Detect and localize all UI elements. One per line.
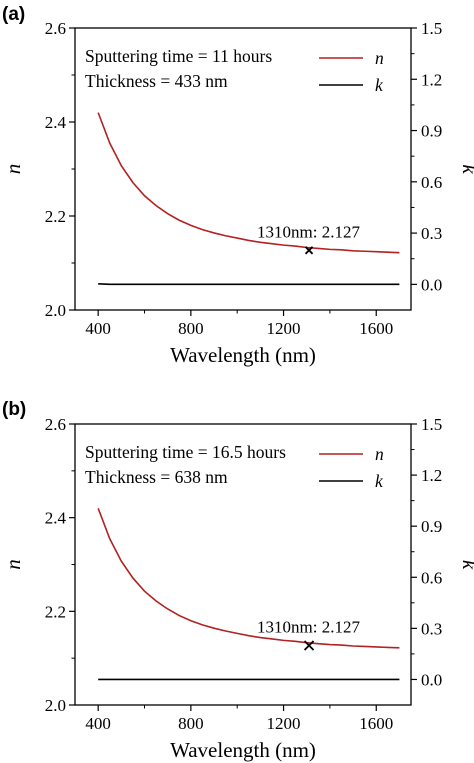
legend-label-k: k [375,471,384,491]
legend-label-n: n [375,444,384,464]
x-axis-title: Wavelength (nm) [170,738,316,762]
x-axis-title: Wavelength (nm) [170,343,316,367]
data-annotation: 1310nm: 2.127 [257,618,360,637]
y-right-tick-label: 0.0 [421,670,442,689]
x-tick-label: 1200 [267,714,301,733]
y-left-tick-label: 2.0 [45,301,66,320]
y-right-tick-label: 0.9 [421,122,442,141]
x-tick-label: 1600 [359,714,393,733]
y-left-tick-label: 2.2 [45,602,66,621]
x-tick-label: 1600 [359,319,393,338]
y-right-tick-label: 1.5 [421,415,442,434]
marker-stroke [304,246,314,255]
x-tick-label: 400 [85,714,111,733]
legend-label-n: n [375,48,384,68]
y-right-tick-label: 0.0 [421,275,442,294]
y-left-axis-title: n [1,559,25,570]
y-left-tick-label: 2.6 [45,415,66,434]
x-tick-label: 800 [178,714,204,733]
y-right-tick-label: 0.9 [421,517,442,536]
chart-panel-b: (b) 400 800 1200 1600 2.0 2.2 2.4 2.6 0.0 0.3 0.6 0.… [1,399,474,762]
y-left-tick-label: 2.4 [45,113,67,132]
y-right-tick-label: 0.3 [421,619,442,638]
y-right-tick-label: 0.6 [421,173,442,192]
y-right-tick-label: 1.2 [421,466,442,485]
series-line-k [98,283,400,286]
marker-stroke [303,640,315,651]
y-left-tick-label: 2.0 [45,696,66,715]
info-text: Thickness = 638 nm [85,467,228,487]
x-tick-label: 800 [178,319,204,338]
series-line-n [97,112,400,254]
data-point-marker [303,640,315,651]
panel-label: (b) [2,399,26,420]
info-text: Sputtering time = 11 hours [85,46,272,66]
y-left-tick-label: 2.6 [45,19,66,38]
info-text: Thickness = 433 nm [85,71,228,91]
y-right-axis-title: k [458,560,474,570]
y-right-axis-title: k [458,164,474,174]
y-left-tick-label: 2.4 [45,509,67,528]
info-text: Sputtering time = 16.5 hours [85,442,286,462]
x-tick-label: 400 [85,319,111,338]
chart-panel-a: (a) 400 800 1200 1600 2.0 2.2 2.4 2.6 0.0 0.3 0.6 0.… [1,4,474,367]
y-left-tick-label: 2.2 [45,207,66,226]
y-right-tick-label: 1.5 [421,19,442,38]
data-point-marker [304,246,314,255]
data-annotation: 1310nm: 2.127 [257,222,360,241]
series-line-n [97,508,400,649]
y-left-axis-title: n [1,164,25,175]
y-right-tick-label: 0.3 [421,224,442,243]
panel-label: (a) [2,4,25,25]
x-tick-label: 1200 [267,319,301,338]
y-right-tick-label: 1.2 [421,70,442,89]
legend-label-k: k [375,75,384,95]
y-right-tick-label: 0.6 [421,568,442,587]
